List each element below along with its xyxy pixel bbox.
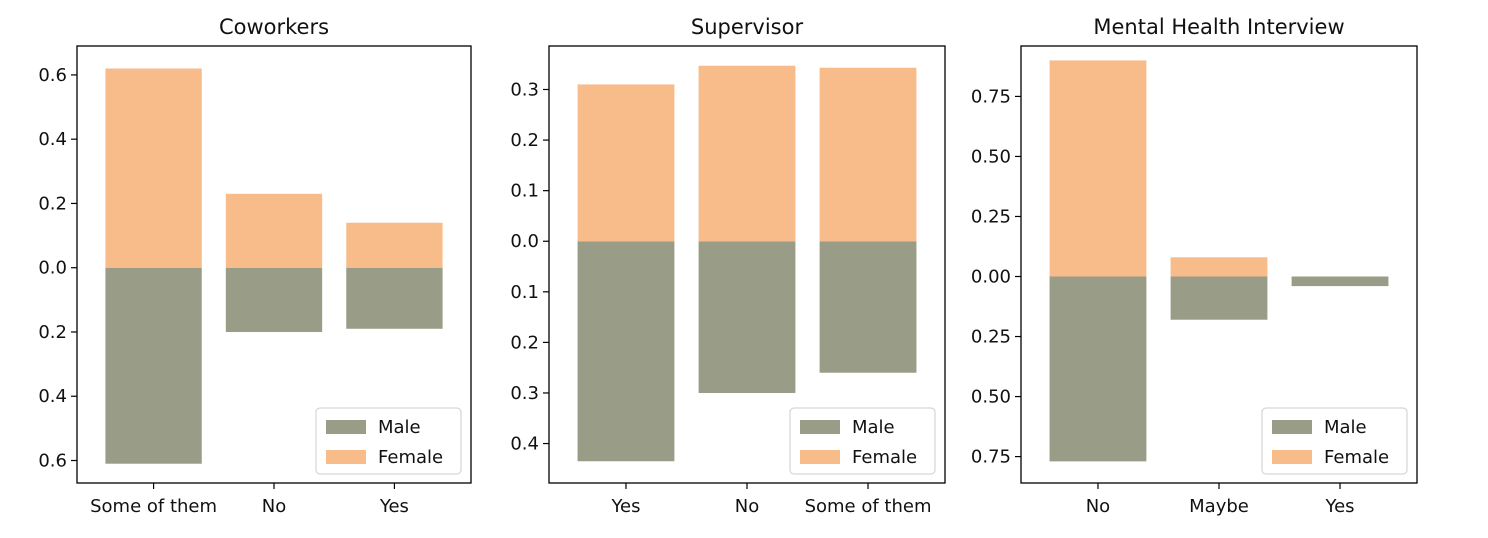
x-tick-label: Yes	[610, 496, 640, 517]
x-tick-label: Some of them	[90, 496, 217, 517]
bar-male-some-of-them	[105, 267, 202, 464]
y-tick-label: 0.75	[971, 447, 1011, 468]
bar-female-some-of-them	[105, 68, 202, 268]
legend-swatch-female	[1272, 450, 1312, 464]
y-tick-label: 0.75	[971, 86, 1011, 107]
x-tick-label: Maybe	[1189, 496, 1249, 517]
legend-label-male: Male	[378, 417, 421, 438]
y-tick-label: 0.25	[971, 206, 1011, 227]
legend: Male Female	[789, 407, 936, 475]
legend-label-male: Male	[852, 417, 895, 438]
legend: Male Female	[315, 407, 462, 475]
y-tick-label: 0.50	[971, 387, 1011, 408]
y-tick-label: 0.2	[510, 130, 539, 151]
legend-swatch-female	[326, 450, 366, 464]
chart-panel-3: Mental Health Interview 0.75 0.50 0.25 0.00 0…	[971, 15, 1418, 517]
bar-female-no	[225, 193, 323, 268]
chart-title: Mental Health Interview	[1093, 15, 1344, 39]
y-tick-label: 0.1	[510, 181, 539, 202]
bar-male-some-of-them	[819, 241, 917, 373]
chart-panel-2: Supervisor 0.3 0.2 0.1 0.0 0.1 0.2 0.3 0.4 Yes No S…	[510, 15, 946, 517]
y-tick-label: 0.4	[38, 129, 67, 150]
y-tick-label: 0.6	[38, 65, 67, 86]
bar-male-maybe	[1170, 276, 1268, 320]
bar-female-maybe	[1170, 257, 1268, 277]
bar-female-yes	[577, 84, 675, 242]
legend-label-female: Female	[378, 447, 443, 468]
bar-male-no	[698, 241, 796, 393]
chart-title: Supervisor	[691, 15, 804, 39]
x-tick-label: Some of them	[805, 496, 932, 517]
bar-female-no	[1049, 60, 1147, 277]
x-tick-label: No	[262, 496, 286, 517]
legend-swatch-male	[326, 420, 366, 434]
y-tick-label: 0.4	[510, 434, 539, 455]
y-tick-label: 0.6	[38, 451, 67, 472]
y-tick-label: 0.25	[971, 327, 1011, 348]
y-tick-label: 0.4	[38, 386, 67, 407]
y-tick-label: 0.1	[510, 282, 539, 303]
bar-female-yes	[346, 222, 443, 268]
y-tick-label: 0.2	[38, 322, 67, 343]
legend-label-male: Male	[1324, 417, 1367, 438]
legend: Male Female	[1261, 407, 1408, 475]
legend-swatch-male	[1272, 420, 1312, 434]
chart-panel-1: Coworkers 0.6 0.4 0.2 0.0 0.2 0.4 0.6 Some of th…	[38, 15, 472, 517]
x-tick-label: No	[735, 496, 759, 517]
bar-male-yes	[346, 267, 443, 329]
bar-female-some-of-them	[819, 67, 917, 242]
legend-label-female: Female	[1324, 447, 1389, 468]
y-tick-label: 0.0	[510, 231, 539, 252]
x-tick-label: Yes	[379, 496, 409, 517]
bar-male-no	[225, 267, 323, 332]
y-tick-label: 0.0	[38, 258, 67, 279]
bar-female-no	[698, 65, 796, 242]
bar-male-yes	[1291, 276, 1389, 287]
bar-male-no	[1049, 276, 1147, 462]
y-tick-label: 0.3	[510, 79, 539, 100]
bar-male-yes	[577, 241, 675, 462]
y-tick-label: 0.50	[971, 146, 1011, 167]
legend-swatch-male	[800, 420, 840, 434]
y-tick-label: 0.3	[510, 383, 539, 404]
chart-title: Coworkers	[219, 15, 329, 39]
y-tick-label: 0.00	[971, 267, 1011, 288]
legend-label-female: Female	[852, 447, 917, 468]
x-tick-label: Yes	[1324, 496, 1354, 517]
y-tick-label: 0.2	[510, 332, 539, 353]
x-tick-label: No	[1086, 496, 1110, 517]
legend-swatch-female	[800, 450, 840, 464]
y-tick-label: 0.2	[38, 193, 67, 214]
